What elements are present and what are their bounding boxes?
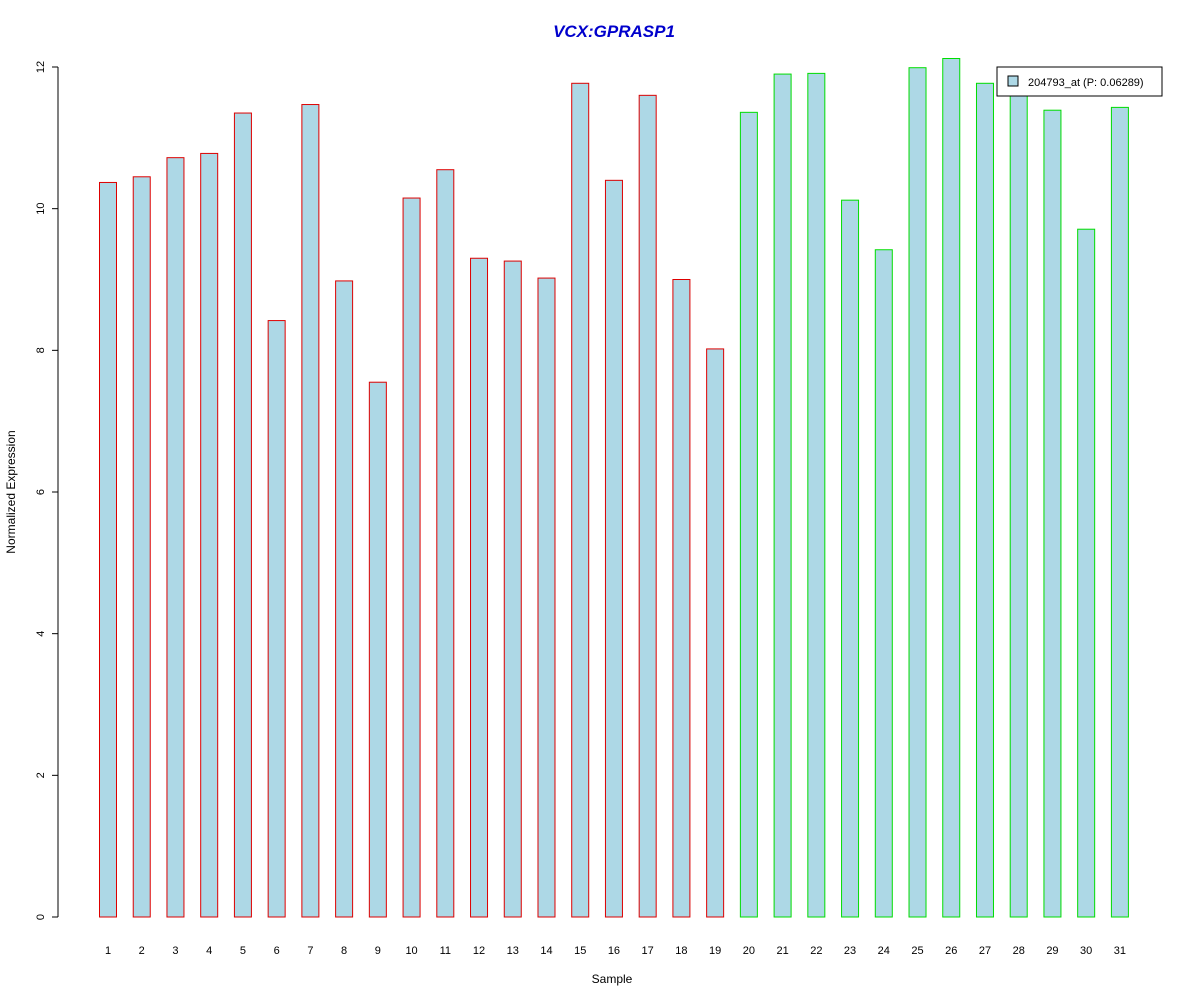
x-tick-label: 31 <box>1114 945 1126 957</box>
y-tick-label: 0 <box>35 914 47 920</box>
x-tick-label: 16 <box>608 945 620 957</box>
x-tick-label: 7 <box>307 945 313 957</box>
x-tick-label: 28 <box>1013 945 1025 957</box>
bars-group <box>99 58 1129 918</box>
x-tick-label: 23 <box>844 945 856 957</box>
x-tick-label: 8 <box>341 945 347 957</box>
x-axis-title: Sample <box>592 972 633 986</box>
x-tick-label: 11 <box>440 945 451 957</box>
x-tick-label: 20 <box>743 945 755 957</box>
bar-sample-17 <box>638 94 657 918</box>
x-tick-label: 13 <box>507 945 519 957</box>
bar-sample-5 <box>233 112 252 918</box>
y-tick-label: 2 <box>35 772 47 778</box>
bar-sample-15 <box>571 82 590 918</box>
bar-sample-9 <box>368 381 387 918</box>
bar-sample-11 <box>436 169 455 918</box>
bar-sample-7 <box>301 104 320 918</box>
bar-sample-23 <box>841 199 860 918</box>
bar-sample-1 <box>99 181 117 918</box>
x-tick-label: 29 <box>1046 945 1058 957</box>
x-tick-label: 6 <box>274 945 280 957</box>
legend: 204793_at (P: 0.06289) <box>996 66 1163 97</box>
y-tick-label: 6 <box>35 489 47 495</box>
y-tick-label: 8 <box>35 347 47 353</box>
legend-label: 204793_at (P: 0.06289) <box>1028 77 1144 89</box>
x-tick-label: 27 <box>979 945 991 957</box>
x-tick-label: 3 <box>172 945 178 957</box>
bar-sample-12 <box>470 257 489 918</box>
bar-sample-10 <box>402 197 421 918</box>
bar-sample-16 <box>604 179 623 918</box>
bar-sample-31 <box>1110 106 1129 918</box>
bar-sample-30 <box>1077 228 1096 918</box>
y-tick-label: 4 <box>35 631 47 637</box>
x-tick-label: 17 <box>642 945 654 957</box>
legend-swatch <box>1007 75 1019 87</box>
bar-sample-26 <box>942 58 961 918</box>
x-tick-label: 30 <box>1080 945 1092 957</box>
chart-title: VCX:GPRASP1 <box>553 22 675 41</box>
x-tick-label: 10 <box>405 945 417 957</box>
x-tick-label: 25 <box>911 945 923 957</box>
x-tick-label: 24 <box>878 945 890 957</box>
x-tick-label: 22 <box>810 945 822 957</box>
x-tick-label: 26 <box>945 945 957 957</box>
x-tick-label: 4 <box>206 945 212 957</box>
bar-sample-29 <box>1043 109 1062 918</box>
x-tick-label: 19 <box>709 945 721 957</box>
bar-sample-27 <box>975 82 994 918</box>
x-tick-label: 15 <box>574 945 586 957</box>
legend-box <box>996 66 1163 97</box>
bar-sample-18 <box>672 279 691 918</box>
x-tick-labels: 1 2 3 4 5 6 7 8 9 10 11 12 13 14 15 16 17 18 19 20 21 22 23 24 2… <box>105 945 1126 957</box>
y-tick-label: 10 <box>35 203 47 215</box>
bar-sample-14 <box>537 277 556 918</box>
x-tick-label: 5 <box>240 945 246 957</box>
bar-sample-8 <box>335 280 354 918</box>
x-tick-label: 9 <box>375 945 381 957</box>
x-tick-label: 12 <box>473 945 485 957</box>
bar-sample-19 <box>706 348 725 918</box>
bar-sample-3 <box>166 157 185 918</box>
bar-sample-28 <box>1009 93 1028 918</box>
x-tick-label: 1 <box>105 945 111 957</box>
y-tick-label: 12 <box>35 61 47 73</box>
x-tick-label: 14 <box>540 945 552 957</box>
bar-sample-22 <box>807 72 826 918</box>
y-axis-title: Normalized Expression <box>4 430 18 553</box>
x-tick-label: 18 <box>675 945 687 957</box>
bar-sample-6 <box>267 320 286 918</box>
y-axis: 0 2 4 6 8 10 12 <box>35 61 59 920</box>
bar-sample-24 <box>874 249 893 918</box>
bar-sample-4 <box>200 152 219 918</box>
bar-sample-2 <box>132 176 151 918</box>
x-tick-label: 21 <box>776 945 788 957</box>
x-tick-label: 2 <box>139 945 145 957</box>
bar-sample-13 <box>503 260 522 918</box>
bar-sample-20 <box>739 111 758 918</box>
bar-sample-25 <box>908 67 927 918</box>
bar-sample-21 <box>773 73 792 918</box>
